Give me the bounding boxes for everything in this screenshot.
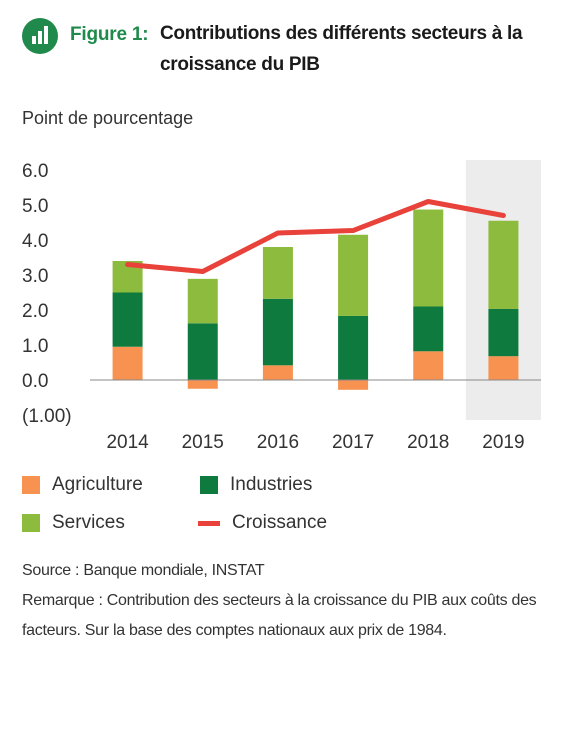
legend-label-services: Services [52,512,125,533]
bar-agriculture-2017 [338,380,369,390]
figure-header: Figure 1: Contributions des différents s… [22,14,552,94]
bar-agriculture-2019 [488,356,519,380]
legend-label-industries: Industries [230,474,313,495]
bar-agriculture-2015 [187,380,218,389]
x-tick-label: 2016 [257,432,299,453]
figure-label: Figure 1: [70,24,149,45]
legend-swatch-croissance [198,520,220,526]
legend-swatch-agriculture [22,476,40,494]
source-note: Source : Banque mondiale, INSTAT [22,562,265,579]
bar-services-2016 [262,247,293,299]
legend-item-agriculture: Agriculture [22,472,143,498]
y-tick-label: 3.0 [22,266,48,287]
legend-item-services: Services [22,510,125,536]
legend-item-industries: Industries [200,472,312,498]
bar-agriculture-2016 [262,365,293,380]
bar-chart-icon [22,18,58,54]
bar-services-2018 [413,209,444,307]
notes: Source : Banque mondiale, INSTAT Remarqu… [22,556,547,646]
remark-note: Remarque : Contribution des secteurs à l… [22,592,537,639]
bar-services-2017 [338,234,369,316]
legend-label-croissance: Croissance [232,512,328,533]
y-axis-label: Point de pourcentage [22,108,194,128]
bar-agriculture-2014 [112,346,143,380]
figure-title: Contributions des différents secteurs à … [160,23,523,75]
y-tick-label: 0.0 [22,371,48,392]
legend-item-croissance: Croissance [198,510,327,536]
x-tick-label: 2015 [182,432,224,453]
legend-swatch-services [22,514,40,532]
legend: Agriculture Industries Services Croissan… [22,470,542,540]
legend-label-agriculture: Agriculture [52,474,143,495]
bar-agriculture-2018 [413,351,444,380]
y-tick-label: (1.00) [22,406,72,427]
bar-services-2015 [187,278,218,324]
x-tick-label: 2017 [332,432,374,453]
y-tick-label: 6.0 [22,161,48,182]
bar-industries-2015 [187,323,218,380]
bar-services-2019 [488,220,519,309]
y-tick-label: 4.0 [22,231,48,252]
chart: 6.0 5.0 4.0 3.0 2.0 1.0 0.0 (1.00) 2014 2015 2016 2… [22,160,541,453]
y-tick-label: 2.0 [22,301,48,322]
bar-industries-2018 [413,306,444,352]
line-croissance [125,199,506,274]
x-tick-label: 2018 [407,432,449,453]
bar-industries-2014 [112,292,143,347]
x-tick-label: 2014 [106,432,149,453]
y-tick-label: 5.0 [22,196,48,217]
bar-industries-2019 [488,308,519,357]
bar-industries-2017 [338,315,369,380]
y-tick-label: 1.0 [22,336,48,357]
bar-industries-2016 [262,298,293,366]
x-tick-label: 2019 [482,432,524,453]
legend-swatch-industries [200,476,218,494]
